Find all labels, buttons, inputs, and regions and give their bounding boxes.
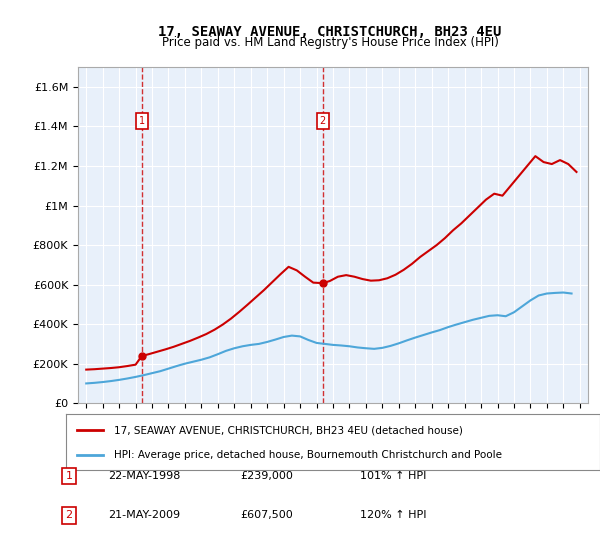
Text: 17, SEAWAY AVENUE, CHRISTCHURCH, BH23 4EU: 17, SEAWAY AVENUE, CHRISTCHURCH, BH23 4E… — [158, 25, 502, 39]
Text: £607,500: £607,500 — [240, 510, 293, 520]
Text: Price paid vs. HM Land Registry's House Price Index (HPI): Price paid vs. HM Land Registry's House … — [161, 36, 499, 49]
Text: 1: 1 — [139, 116, 145, 126]
Text: 22-MAY-1998: 22-MAY-1998 — [108, 471, 181, 481]
Text: 1: 1 — [65, 471, 73, 481]
Text: 21-MAY-2009: 21-MAY-2009 — [108, 510, 180, 520]
Text: 101% ↑ HPI: 101% ↑ HPI — [360, 471, 427, 481]
Text: 2: 2 — [320, 116, 326, 126]
Text: 2: 2 — [65, 510, 73, 520]
Text: £239,000: £239,000 — [240, 471, 293, 481]
Text: 120% ↑ HPI: 120% ↑ HPI — [360, 510, 427, 520]
Text: HPI: Average price, detached house, Bournemouth Christchurch and Poole: HPI: Average price, detached house, Bour… — [114, 450, 502, 460]
Text: 17, SEAWAY AVENUE, CHRISTCHURCH, BH23 4EU (detached house): 17, SEAWAY AVENUE, CHRISTCHURCH, BH23 4E… — [114, 425, 463, 435]
